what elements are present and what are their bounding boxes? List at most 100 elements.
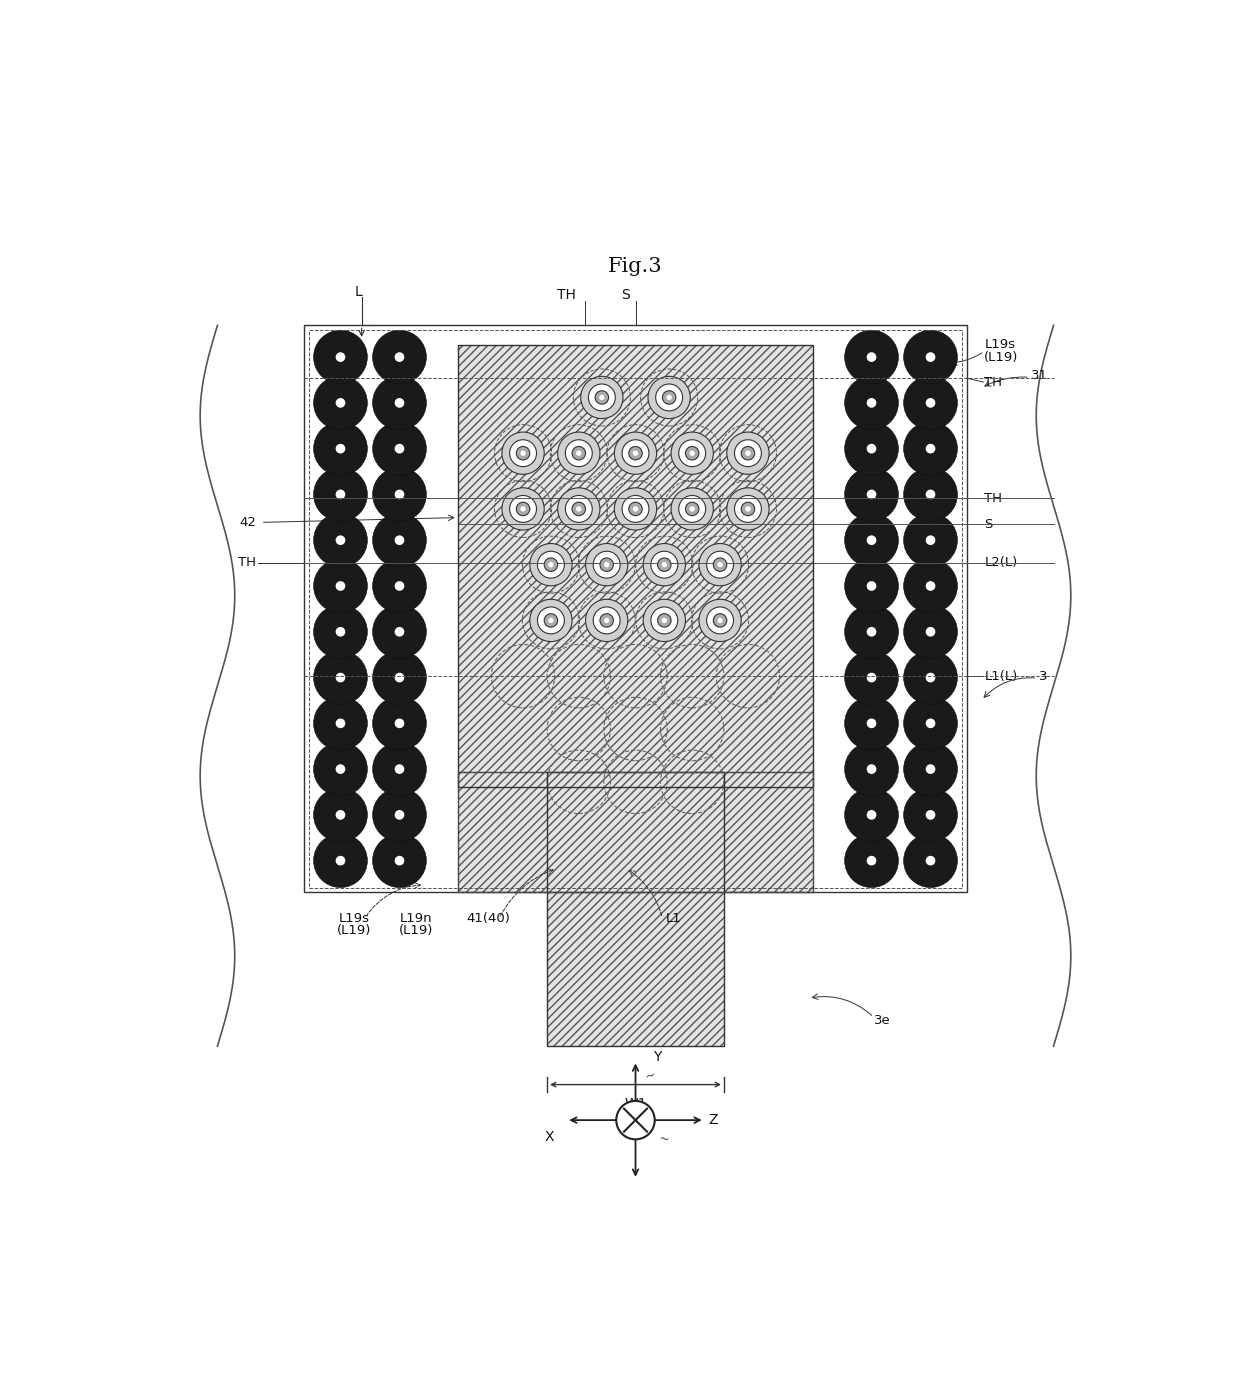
Circle shape <box>614 431 657 475</box>
Text: Y: Y <box>652 1050 661 1064</box>
Circle shape <box>649 377 691 419</box>
Circle shape <box>314 558 367 613</box>
Circle shape <box>904 558 957 613</box>
Circle shape <box>558 487 600 530</box>
Circle shape <box>548 617 553 623</box>
Circle shape <box>867 856 877 866</box>
Circle shape <box>867 536 877 544</box>
Circle shape <box>844 422 899 476</box>
Circle shape <box>926 627 935 637</box>
Circle shape <box>314 376 367 430</box>
Text: L19s: L19s <box>985 338 1016 352</box>
Circle shape <box>926 398 935 408</box>
Circle shape <box>336 352 345 362</box>
Circle shape <box>372 651 427 705</box>
Text: L19n: L19n <box>401 912 433 924</box>
Circle shape <box>394 764 404 773</box>
Circle shape <box>699 543 742 586</box>
Circle shape <box>394 856 404 866</box>
Circle shape <box>686 447 699 459</box>
Circle shape <box>314 514 367 567</box>
Circle shape <box>904 697 957 750</box>
Circle shape <box>372 697 427 750</box>
Circle shape <box>734 440 761 466</box>
Circle shape <box>372 468 427 521</box>
Circle shape <box>926 352 935 362</box>
Circle shape <box>336 581 345 591</box>
Bar <box>458 345 813 787</box>
Circle shape <box>600 614 614 627</box>
Text: TH: TH <box>557 288 575 302</box>
Circle shape <box>644 599 686 642</box>
Circle shape <box>314 787 367 842</box>
Circle shape <box>336 719 345 729</box>
Circle shape <box>926 764 935 773</box>
Text: Fig.3: Fig.3 <box>608 257 663 276</box>
Circle shape <box>904 651 957 705</box>
Circle shape <box>671 431 713 475</box>
Text: TH: TH <box>985 376 1002 388</box>
Circle shape <box>867 352 877 362</box>
Circle shape <box>632 451 639 456</box>
Circle shape <box>502 431 544 475</box>
Circle shape <box>844 514 899 567</box>
Circle shape <box>544 614 558 627</box>
Bar <box>458 772 813 892</box>
Circle shape <box>904 787 957 842</box>
Circle shape <box>372 787 427 842</box>
Circle shape <box>394 719 404 729</box>
Text: TH: TH <box>985 491 1002 505</box>
Circle shape <box>867 764 877 773</box>
Circle shape <box>593 607 620 634</box>
Circle shape <box>372 833 427 888</box>
Circle shape <box>314 833 367 888</box>
Circle shape <box>844 743 899 796</box>
Circle shape <box>718 617 723 623</box>
Circle shape <box>727 431 769 475</box>
Circle shape <box>595 391 609 405</box>
Circle shape <box>599 395 605 401</box>
Text: 41(40): 41(40) <box>466 912 511 924</box>
Circle shape <box>372 331 427 384</box>
Text: L19s: L19s <box>339 912 370 924</box>
Circle shape <box>734 496 761 522</box>
Circle shape <box>904 331 957 384</box>
Circle shape <box>745 507 750 511</box>
Circle shape <box>926 719 935 729</box>
Bar <box>458 772 813 892</box>
Circle shape <box>585 543 627 586</box>
Circle shape <box>372 514 427 567</box>
Bar <box>309 331 962 888</box>
Circle shape <box>336 856 345 866</box>
Circle shape <box>521 507 526 511</box>
Circle shape <box>867 719 877 729</box>
Circle shape <box>707 607 734 634</box>
Circle shape <box>844 697 899 750</box>
Circle shape <box>394 581 404 591</box>
Circle shape <box>632 507 639 511</box>
Circle shape <box>314 697 367 750</box>
Circle shape <box>558 431 600 475</box>
Circle shape <box>644 543 686 586</box>
Circle shape <box>867 810 877 819</box>
Circle shape <box>718 563 723 567</box>
Circle shape <box>745 451 750 456</box>
Circle shape <box>904 376 957 430</box>
Circle shape <box>394 627 404 637</box>
Circle shape <box>529 599 572 642</box>
Circle shape <box>742 447 755 459</box>
Text: 3: 3 <box>1039 670 1048 683</box>
Circle shape <box>926 810 935 819</box>
Circle shape <box>844 651 899 705</box>
Circle shape <box>537 607 564 634</box>
Circle shape <box>394 490 404 500</box>
Circle shape <box>516 447 529 459</box>
Circle shape <box>844 787 899 842</box>
Text: L: L <box>355 285 362 299</box>
Circle shape <box>372 558 427 613</box>
Circle shape <box>544 558 558 571</box>
Circle shape <box>577 451 582 456</box>
Circle shape <box>707 551 734 578</box>
Text: L1(L): L1(L) <box>985 670 1018 683</box>
Circle shape <box>867 581 877 591</box>
